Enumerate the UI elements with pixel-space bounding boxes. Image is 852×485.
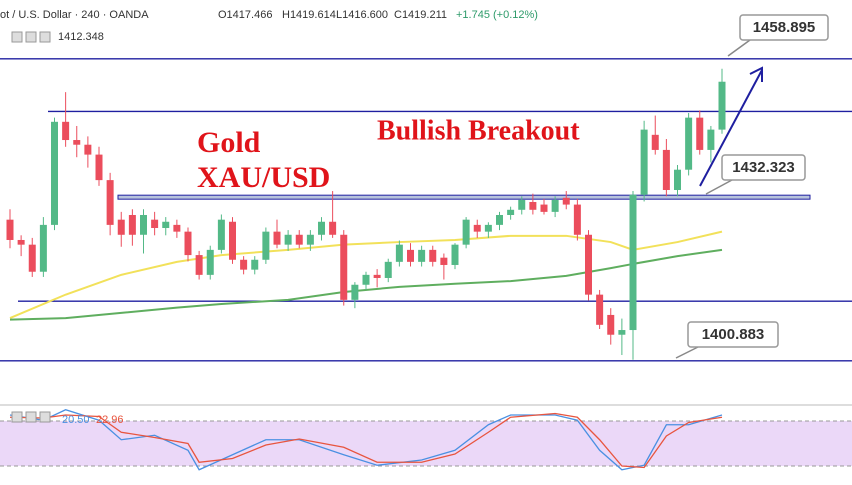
candle-body [484,224,492,232]
trend-arrow [699,66,763,187]
candle-body [473,224,481,232]
label-pointer [675,346,699,359]
candle-body [17,239,25,245]
candle-body [306,234,314,245]
candle-body [184,231,192,256]
symbol: ot / U.S. Dollar · 240 · OANDA [0,9,149,21]
stoch-line [9,412,723,469]
candle-body [195,255,203,275]
candle-body [329,221,337,235]
candle-body [640,129,648,195]
candle-body [295,234,303,245]
candle-body [128,214,136,235]
candle-body [573,204,581,235]
stoch-value: 22.96 [96,414,124,426]
level-band [117,194,811,200]
candle-body [151,219,159,229]
marks: 20.50 22.96 [0,58,852,471]
stoch-value: 20.50 [62,414,90,426]
candle-body [240,259,248,270]
level-label: 1432.323 [732,159,795,176]
candle-body [106,180,114,225]
candle-body [62,121,70,141]
candle-body [451,244,459,265]
candle-body [674,169,681,191]
annotation: Gold [197,126,261,159]
candle-body [585,234,592,295]
level-label: 1458.895 [753,19,816,36]
candle-body [140,214,147,235]
candle-body [373,274,381,278]
candle-body [95,154,103,181]
candle-body [217,219,225,250]
candle-body [384,261,392,278]
level-label: 1400.883 [702,326,765,343]
candle-body [718,81,726,130]
candle-body [540,204,548,212]
candle-body [6,219,14,240]
ohlc-low: L1416.600 [336,9,388,21]
candle-body [51,121,58,225]
candle-body [618,330,626,335]
annotation: Bullish Breakout [377,115,580,146]
candle-body [662,149,670,191]
candle-body [629,194,637,331]
candle-body [251,259,259,270]
label-pointer [705,179,733,195]
candle-body [262,231,270,260]
candle-body [340,234,348,300]
candle-body [429,249,437,262]
candle-body [685,117,693,170]
candle-body [529,201,537,210]
ohlc-close: C1419.211 [394,9,447,21]
annotation: XAU/USD [197,161,330,194]
candle-body [551,199,559,212]
candle-body [507,209,515,215]
candle-body [518,199,526,210]
label-box [687,321,779,348]
candle-body [395,244,403,262]
stoch-line [9,409,723,471]
candle-body [696,117,704,150]
candle-body [462,219,470,245]
candle-body [362,274,370,285]
ohlc-open: O1417.466 [218,9,272,21]
indicator-icons [11,31,51,423]
candle-body [607,314,615,335]
candle-body [28,244,36,272]
label-pointer [727,39,751,57]
indicator-value: 1412.348 [58,31,104,43]
candle-body [596,294,604,325]
ohlc-high: H1419.614 [282,9,336,21]
candle-body [351,284,359,300]
moving-average [9,248,723,321]
candle-body [651,134,659,150]
candle-body [562,197,570,205]
candle-body [162,221,170,229]
candle-body [39,224,47,272]
candle-body [440,257,448,265]
candle-body [418,249,426,262]
label-box [721,154,806,181]
candle-body [318,221,325,235]
change: +1.745 (+0.12%) [456,9,538,21]
candle-body [73,140,81,145]
candle-body [117,219,125,235]
candle-body [206,249,214,275]
label-box [739,14,829,41]
candle-body [229,221,236,260]
candle-body [173,224,181,232]
candle-body [84,144,92,155]
candle-body [273,231,281,245]
candle-body [407,249,414,262]
candle-body [707,129,715,150]
candle-body [496,214,503,225]
candle-body [284,234,292,245]
